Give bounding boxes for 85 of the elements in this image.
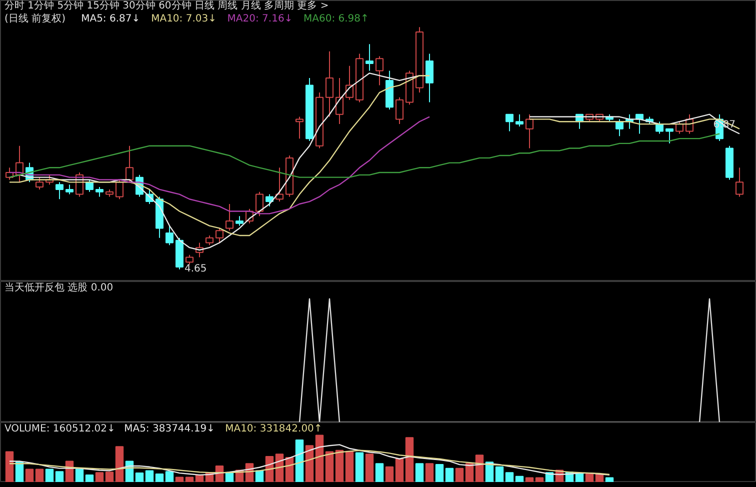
bar (375, 463, 384, 482)
text: MA10: 7.03↓ (151, 14, 216, 24)
bar (135, 472, 144, 482)
candlestick (506, 114, 514, 132)
annotation: 6.87 (713, 120, 736, 131)
candlestick (216, 228, 224, 244)
candlestick (56, 182, 64, 200)
bar (435, 464, 444, 482)
bar (535, 477, 544, 482)
bar (165, 471, 174, 482)
bar (75, 468, 84, 482)
candlestick (256, 191, 264, 217)
candlestick (266, 194, 274, 207)
bar (475, 454, 484, 482)
bar (185, 476, 194, 482)
bar (605, 477, 614, 482)
candlestick (366, 44, 374, 72)
candlestick (226, 203, 234, 232)
bar (525, 477, 534, 482)
text: MA5: 6.87↓ (81, 14, 140, 24)
bar (115, 446, 124, 482)
bar (515, 476, 524, 482)
bar (325, 451, 334, 482)
bar (505, 472, 514, 482)
bar (415, 463, 424, 482)
candlestick (516, 114, 524, 127)
candlestick (186, 254, 194, 266)
bar (305, 445, 314, 482)
candlestick (616, 118, 624, 137)
candlestick (376, 56, 384, 86)
chart-subtitle: 分时 1分钟 5分钟 15分钟 30分钟 60分钟 日线 周线 月线 多周期 更多 > (4, 0, 329, 12)
candlestick (96, 186, 104, 198)
text: MA20: 7.16↓ (227, 14, 293, 24)
candlestick (396, 96, 404, 125)
bar (465, 463, 474, 482)
text: MA10: 331842.00↑ (225, 424, 322, 434)
bar (255, 470, 264, 482)
bar (175, 476, 184, 482)
candlestick (166, 225, 174, 246)
bar (295, 439, 304, 482)
bar (105, 472, 114, 482)
candlestick (36, 176, 44, 190)
bar (445, 468, 454, 482)
bar (15, 462, 24, 482)
text: MA60: 6.98↑ (304, 14, 369, 24)
candlestick (236, 216, 244, 226)
candlestick (526, 114, 534, 149)
candlestick (66, 184, 74, 195)
chart-title: 当天低开反包 选股 0.00 (4, 282, 114, 294)
bar (455, 468, 464, 482)
chart-title: (日线 前复权) (4, 12, 66, 24)
candlestick (736, 167, 744, 198)
bar (345, 450, 354, 482)
candlestick (336, 78, 344, 125)
bar (45, 468, 54, 482)
bar (585, 473, 594, 482)
bar (315, 434, 324, 482)
candlestick (206, 234, 214, 246)
bar (5, 451, 14, 482)
bar (95, 472, 104, 482)
bar (145, 470, 154, 482)
bar (385, 466, 394, 482)
bar (55, 471, 64, 482)
bar (405, 437, 414, 482)
bar (355, 452, 364, 482)
bar (425, 463, 434, 482)
bar (335, 450, 344, 482)
candlestick (676, 121, 684, 134)
bar (495, 466, 504, 482)
bar (35, 468, 44, 482)
chart-title: VOLUME: 160512.02↓ (4, 424, 116, 434)
candlestick (666, 128, 674, 144)
bar (85, 474, 94, 482)
candlestick (296, 116, 304, 140)
candlestick (116, 179, 124, 200)
candlestick (326, 50, 334, 118)
annotation: 4.65 (184, 263, 207, 274)
bar (25, 468, 34, 482)
candlestick (656, 121, 664, 134)
bar (365, 454, 374, 482)
candlestick (426, 53, 434, 103)
text: MA5: 383744.19↓ (124, 424, 215, 434)
bar (155, 473, 164, 482)
candlestick (126, 145, 134, 183)
bar (395, 458, 404, 482)
